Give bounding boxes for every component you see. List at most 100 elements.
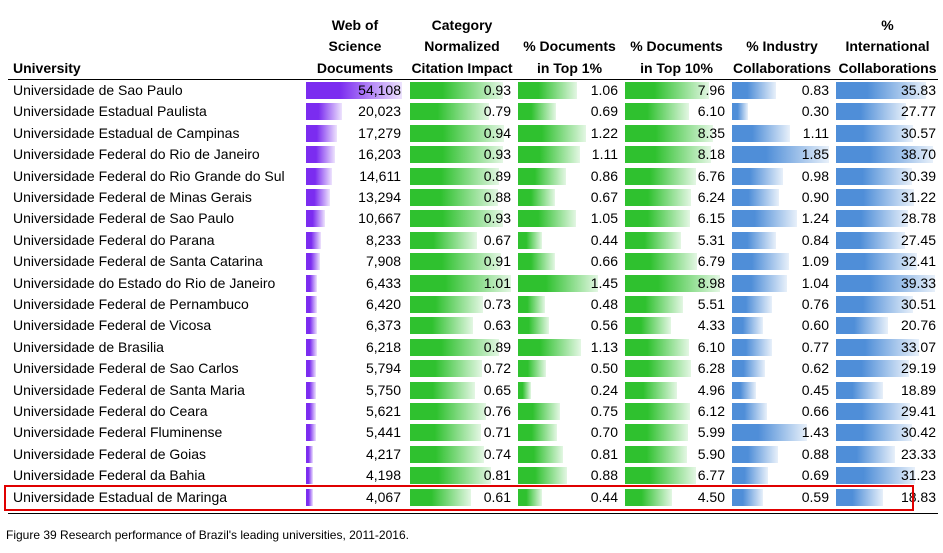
university-name: Universidade Federal do Ceara	[13, 403, 208, 419]
cell-intl: 18.89	[836, 380, 939, 399]
value-intl: 18.83	[900, 488, 936, 505]
value-wos: 5,621	[365, 403, 401, 419]
data-bar-top10	[625, 317, 671, 335]
cell-top1: 0.44	[518, 487, 621, 506]
data-bar-wos	[306, 124, 337, 142]
data-bar-ind	[732, 124, 791, 142]
value-cnci: 0.93	[483, 210, 511, 227]
data-bar-wos	[306, 146, 335, 164]
value-ind: 0.60	[801, 317, 829, 334]
data-bar-intl	[836, 338, 920, 356]
value-ind: 0.59	[801, 488, 829, 505]
value-top1: 0.50	[590, 360, 618, 377]
cell-top1: 0.44	[518, 230, 621, 249]
value-top1: 1.05	[590, 210, 618, 227]
data-bar-top1	[518, 146, 580, 164]
cell-ind: 0.30	[732, 101, 832, 121]
value-top10: 6.79	[697, 253, 725, 270]
cell-intl: 27.77	[836, 101, 939, 121]
data-bar-wos	[306, 403, 316, 420]
cell-top1: 1.45	[518, 273, 621, 292]
value-top1: 0.70	[590, 424, 618, 441]
university-name: Universidade Federal do Parana	[13, 231, 215, 248]
value-wos: 4,198	[365, 467, 401, 484]
cell-intl: 18.83	[836, 487, 939, 506]
data-bar-ind	[732, 317, 764, 335]
value-ind: 0.77	[801, 338, 829, 355]
value-ind: 1.85	[801, 146, 829, 163]
data-bar-wos	[306, 210, 325, 228]
cell-intl: 20.76	[836, 315, 939, 335]
cell-cnci: 0.88	[410, 187, 514, 206]
data-bar-top1	[518, 488, 543, 506]
data-bar-top1	[518, 167, 566, 185]
university-name: Universidade Estadual de Maringa	[13, 488, 228, 505]
column-header-wos-line: Web of	[331, 16, 379, 33]
value-intl: 23.33	[900, 445, 936, 462]
cell-wos: 6,433	[306, 273, 404, 292]
value-intl: 27.77	[900, 103, 936, 120]
value-top1: 0.86	[590, 167, 618, 184]
data-bar-cnci	[410, 82, 503, 99]
cell-cnci: 0.74	[410, 444, 514, 463]
cell-top1: 1.06	[518, 80, 621, 99]
university-name: Universidade Federal de Pernambuco	[13, 296, 249, 312]
value-ind: 0.76	[801, 296, 829, 312]
data-bar-intl	[836, 296, 913, 313]
data-bar-top1	[518, 381, 532, 399]
column-header-intl-line: Collaborations	[838, 59, 937, 76]
cell-wos: 7,908	[306, 251, 404, 271]
cell-cnci: 0.81	[410, 465, 514, 485]
value-top10: 6.76	[697, 167, 725, 184]
data-bar-ind	[732, 167, 784, 185]
value-wos: 16,203	[358, 146, 401, 163]
header-divider	[8, 79, 938, 80]
figure-caption: Figure 39 Research performance of Brazil…	[6, 528, 409, 542]
data-bar-top10	[625, 338, 690, 356]
cell-top1: 0.70	[518, 422, 621, 442]
value-ind: 0.90	[801, 189, 829, 205]
value-top1: 0.44	[590, 488, 618, 505]
data-bar-top1	[518, 445, 563, 463]
column-header-cnci: Category Normalized Citation Impact	[406, 15, 518, 80]
cell-top10: 6.24	[625, 187, 728, 206]
value-top10: 7.96	[697, 82, 725, 98]
cell-top1: 0.50	[518, 358, 621, 378]
data-bar-intl	[836, 467, 915, 485]
cell-top10: 6.79	[625, 251, 728, 271]
value-wos: 6,433	[365, 274, 401, 291]
university-name: Universidade Federal de Sao Carlos	[13, 360, 239, 377]
cell-intl: 29.41	[836, 401, 939, 420]
cell-top1: 1.13	[518, 337, 621, 356]
value-top10: 6.24	[697, 189, 725, 205]
data-bar-ind	[732, 189, 780, 206]
value-top1: 1.45	[590, 274, 618, 291]
column-header-wos-line: Documents	[316, 59, 394, 76]
value-intl: 31.22	[900, 189, 936, 205]
cell-top10: 5.90	[625, 444, 728, 463]
data-bar-top1	[518, 103, 557, 121]
data-bar-top1	[518, 317, 550, 335]
cell-top10: 8.98	[625, 273, 728, 292]
cell-intl: 27.45	[836, 230, 939, 249]
value-wos: 7,908	[365, 253, 401, 270]
cell-ind: 1.04	[732, 273, 832, 292]
cell-top10: 5.51	[625, 294, 728, 313]
data-bar-wos	[306, 231, 321, 249]
data-bar-top10	[625, 274, 720, 292]
university-name: Universidade de Brasilia	[13, 338, 164, 355]
data-bar-top1	[518, 338, 581, 356]
data-bar-intl	[836, 167, 913, 185]
data-bar-ind	[732, 146, 829, 164]
column-header-intl-line: International	[845, 38, 930, 54]
university-name: Universidade Federal de Vicosa	[13, 317, 212, 334]
cell-wos: 14,611	[306, 166, 404, 185]
value-intl: 33.07	[900, 338, 936, 355]
cell-top1: 0.69	[518, 101, 621, 121]
value-top10: 8.98	[697, 274, 725, 291]
data-bar-wos	[306, 424, 316, 442]
cell-cnci: 0.72	[410, 358, 514, 378]
cell-cnci: 0.65	[410, 380, 514, 399]
cell-intl: 32.41	[836, 251, 939, 271]
cell-intl: 23.33	[836, 444, 939, 463]
